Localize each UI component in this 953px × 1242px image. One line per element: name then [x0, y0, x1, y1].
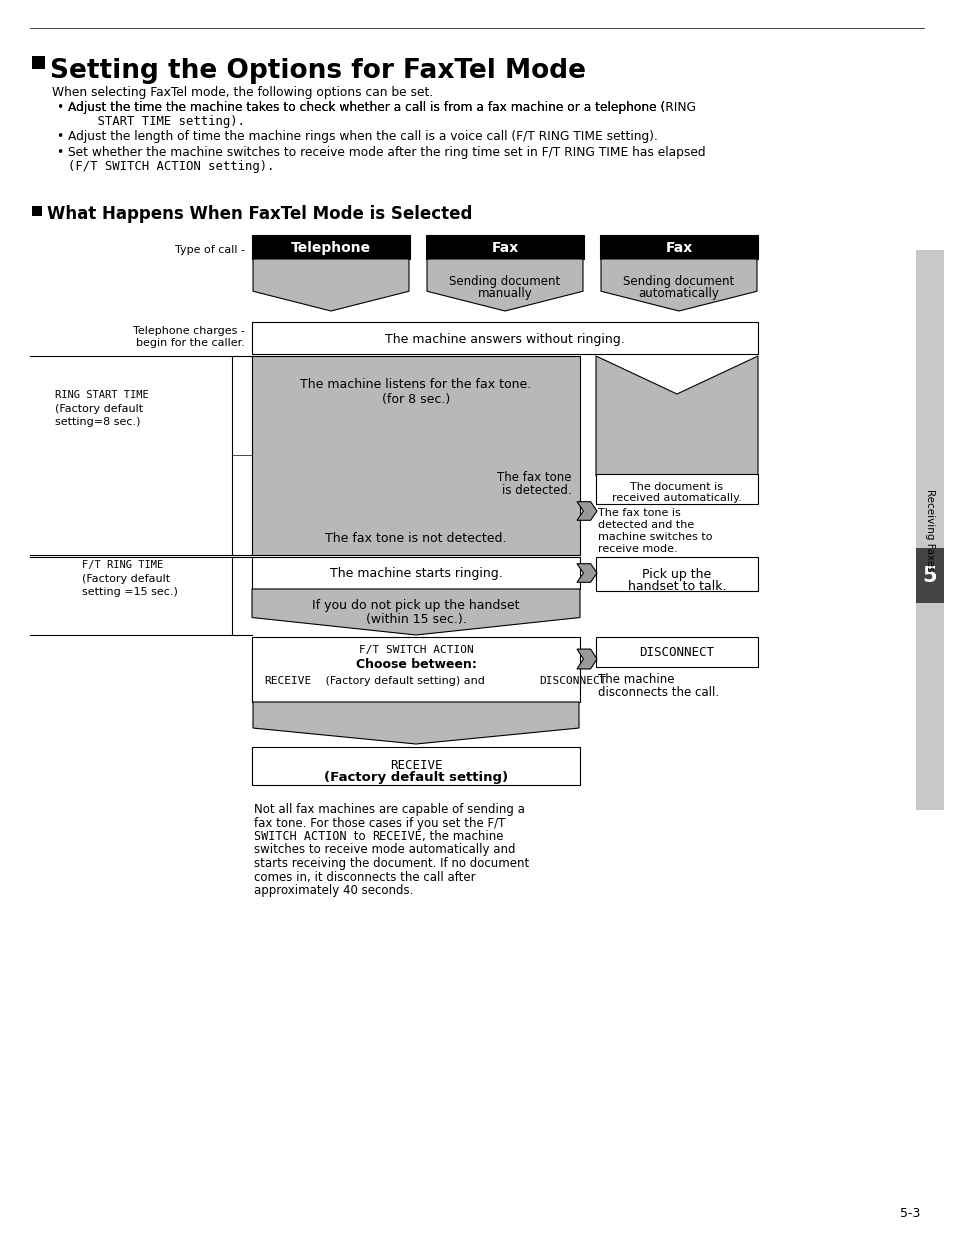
Text: Adjust the length of time the machine rings when the call is a voice call (F/T R: Adjust the length of time the machine ri… — [68, 130, 658, 143]
Text: 5-3: 5-3 — [899, 1207, 919, 1220]
Text: (within 15 sec.).: (within 15 sec.). — [365, 612, 466, 626]
Polygon shape — [577, 502, 597, 520]
Text: to: to — [350, 830, 369, 843]
Text: •: • — [56, 130, 63, 143]
Text: What Happens When FaxTel Mode is Selected: What Happens When FaxTel Mode is Selecte… — [47, 205, 472, 224]
Text: DISCONNECT: DISCONNECT — [538, 676, 606, 686]
Text: switches to receive mode automatically and: switches to receive mode automatically a… — [253, 843, 515, 857]
Text: setting =15 sec.): setting =15 sec.) — [82, 587, 177, 597]
Text: (Factory default: (Factory default — [55, 404, 143, 414]
Text: begin for the caller.: begin for the caller. — [136, 338, 245, 348]
Text: machine switches to: machine switches to — [598, 532, 712, 542]
Text: Setting the Options for FaxTel Mode: Setting the Options for FaxTel Mode — [50, 58, 585, 84]
Text: The machine listens for the fax tone.: The machine listens for the fax tone. — [300, 378, 531, 390]
Text: F/T SWITCH ACTION: F/T SWITCH ACTION — [358, 645, 473, 655]
Text: 5: 5 — [922, 565, 937, 585]
Polygon shape — [600, 260, 757, 310]
Text: (Factory default setting): (Factory default setting) — [324, 771, 508, 784]
Text: Set whether the machine switches to receive mode after the ring time set in F/T : Set whether the machine switches to rece… — [68, 147, 705, 159]
Polygon shape — [596, 356, 758, 476]
Text: RECEIVE: RECEIVE — [372, 830, 421, 843]
Text: Not all fax machines are capable of sending a: Not all fax machines are capable of send… — [253, 804, 524, 816]
Bar — [32, 56, 45, 70]
Text: The document is: The document is — [630, 482, 722, 492]
Text: The machine answers without ringing.: The machine answers without ringing. — [385, 333, 624, 345]
Text: Adjust the time the machine takes to check whether a call is from a fax machine : Adjust the time the machine takes to che… — [68, 101, 664, 114]
Polygon shape — [252, 589, 579, 635]
Text: (Factory default setting) and: (Factory default setting) and — [322, 676, 488, 686]
Text: automatically: automatically — [638, 287, 719, 299]
Text: (Factory default: (Factory default — [82, 574, 170, 584]
Text: F/T RING TIME: F/T RING TIME — [82, 560, 163, 570]
Bar — [32, 206, 42, 216]
Text: handset to talk.: handset to talk. — [627, 580, 725, 592]
Bar — [252, 356, 579, 555]
Text: is detected.: is detected. — [502, 484, 572, 497]
Text: disconnects the call.: disconnects the call. — [598, 686, 719, 699]
Bar — [596, 637, 758, 667]
Text: SWITCH ACTION: SWITCH ACTION — [253, 830, 346, 843]
Text: Telephone: Telephone — [291, 241, 371, 255]
Polygon shape — [253, 702, 578, 744]
Text: DISCONNECT: DISCONNECT — [639, 647, 714, 660]
Text: (for 8 sec.): (for 8 sec.) — [381, 394, 450, 406]
Text: •: • — [56, 101, 63, 114]
Text: Receiving Faxes: Receiving Faxes — [924, 488, 934, 571]
Bar — [596, 556, 758, 591]
Text: Adjust the time the machine takes to check whether a call is from a fax machine : Adjust the time the machine takes to che… — [68, 101, 696, 114]
Text: The fax tone is not detected.: The fax tone is not detected. — [325, 533, 506, 545]
Text: approximately 40 seconds.: approximately 40 seconds. — [253, 884, 413, 897]
Polygon shape — [253, 260, 409, 310]
Text: starts receiving the document. If no document: starts receiving the document. If no doc… — [253, 857, 529, 869]
Text: If you do not pick up the handset: If you do not pick up the handset — [312, 599, 519, 611]
Text: Choose between:: Choose between: — [355, 658, 476, 672]
Text: The fax tone: The fax tone — [497, 471, 572, 484]
Bar — [915, 548, 943, 604]
Text: (F/T SWITCH ACTION setting).: (F/T SWITCH ACTION setting). — [68, 160, 274, 173]
Text: •: • — [56, 147, 63, 159]
Bar — [252, 322, 758, 354]
Text: setting=8 sec.): setting=8 sec.) — [55, 417, 140, 427]
Text: The machine starts ringing.: The machine starts ringing. — [330, 568, 502, 580]
Text: Sending document: Sending document — [622, 274, 734, 288]
Text: When selecting FaxTel mode, the following options can be set.: When selecting FaxTel mode, the followin… — [52, 86, 433, 99]
Bar — [915, 250, 943, 810]
Text: Telephone charges -: Telephone charges - — [133, 325, 245, 337]
Bar — [252, 556, 579, 589]
Text: fax tone. For those cases if you set the F/T: fax tone. For those cases if you set the… — [253, 816, 505, 830]
Text: Pick up the: Pick up the — [641, 568, 711, 581]
Text: RECEIVE: RECEIVE — [264, 676, 311, 686]
Text: detected and the: detected and the — [598, 520, 694, 530]
Text: comes in, it disconnects the call after: comes in, it disconnects the call after — [253, 871, 476, 883]
Bar — [426, 235, 583, 260]
Polygon shape — [577, 650, 597, 669]
Polygon shape — [427, 260, 582, 310]
Bar — [252, 746, 579, 785]
Text: Fax: Fax — [491, 241, 518, 255]
Text: received automatically.: received automatically. — [612, 493, 741, 503]
Text: receive mode.: receive mode. — [598, 544, 677, 554]
Text: RING START TIME: RING START TIME — [55, 390, 149, 400]
Text: The machine: The machine — [598, 673, 674, 686]
Text: manually: manually — [477, 287, 532, 299]
Text: .: . — [623, 676, 627, 686]
Bar — [252, 235, 410, 260]
Bar — [599, 235, 758, 260]
Text: Type of call -: Type of call - — [174, 245, 245, 255]
Text: START TIME setting).: START TIME setting). — [68, 116, 245, 128]
Text: , the machine: , the machine — [421, 830, 503, 843]
Text: Fax: Fax — [664, 241, 692, 255]
Bar — [596, 474, 758, 504]
Polygon shape — [577, 564, 597, 582]
Text: Sending document: Sending document — [449, 274, 560, 288]
Bar — [252, 637, 579, 702]
Text: RECEIVE: RECEIVE — [390, 759, 442, 773]
Text: The fax tone is: The fax tone is — [598, 508, 680, 518]
